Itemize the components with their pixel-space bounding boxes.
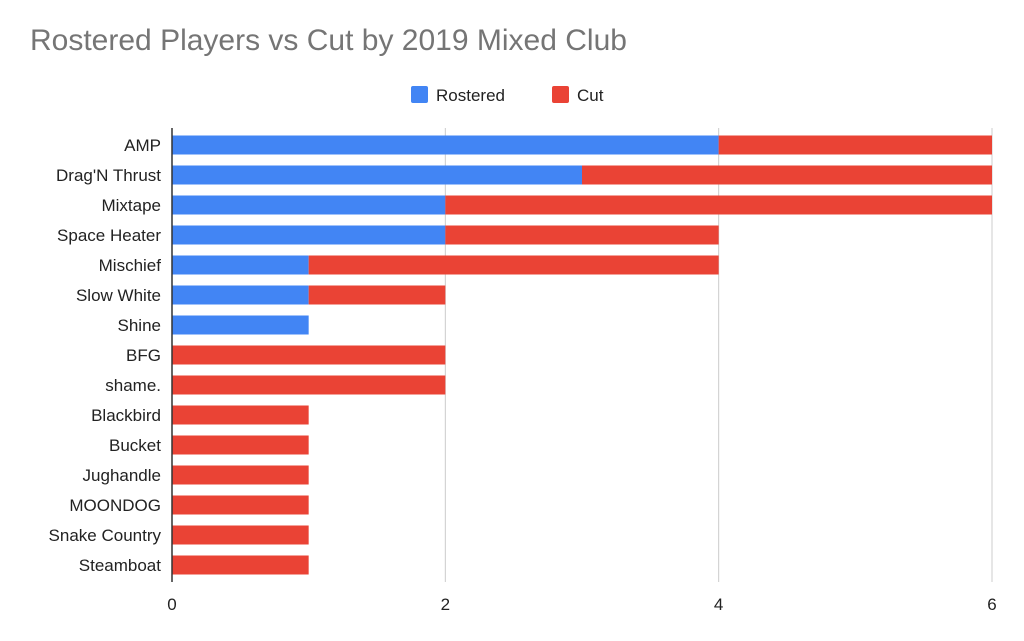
bar-rostered (172, 285, 309, 305)
bar-rostered (172, 135, 719, 155)
category-label: Steamboat (79, 556, 161, 575)
bars (172, 135, 992, 575)
bar-cut (308, 255, 719, 275)
category-label: shame. (105, 376, 161, 395)
legend-swatch-cut (552, 86, 569, 103)
legend-swatch-rostered (411, 86, 428, 103)
tick-labels: 0 2 4 6 (167, 595, 996, 614)
category-label: Slow White (76, 286, 161, 305)
legend: Rostered Cut (411, 86, 604, 105)
chart-title: Rostered Players vs Cut by 2019 Mixed Cl… (30, 24, 627, 57)
bar-rostered (172, 165, 582, 185)
category-label: Snake Country (49, 526, 162, 545)
bar-cut (172, 495, 309, 515)
bar-cut (172, 435, 309, 455)
x-tick-label: 2 (441, 595, 450, 614)
bar-cut (582, 165, 992, 185)
category-label: Jughandle (83, 466, 161, 485)
x-tick-label: 0 (167, 595, 176, 614)
category-label: Bucket (109, 436, 161, 455)
bar-cut (172, 405, 309, 425)
category-label: Mixtape (101, 196, 161, 215)
x-tick-label: 4 (714, 595, 723, 614)
bar-cut (172, 375, 446, 395)
category-label: Mischief (99, 256, 162, 275)
legend-label-cut: Cut (577, 86, 604, 105)
bar-cut (445, 225, 719, 245)
category-label: Shine (118, 316, 161, 335)
category-label: BFG (126, 346, 161, 365)
category-label: AMP (124, 136, 161, 155)
bar-cut (172, 555, 309, 575)
category-label: MOONDOG (69, 496, 161, 515)
bar-rostered (172, 225, 446, 245)
bar-cut (172, 345, 446, 365)
bar-rostered (172, 255, 309, 275)
bar-cut (172, 525, 309, 545)
category-label: Drag'N Thrust (56, 166, 161, 185)
x-tick-label: 6 (987, 595, 996, 614)
category-label: Space Heater (57, 226, 161, 245)
bar-cut (308, 285, 446, 305)
category-label: Blackbird (91, 406, 161, 425)
category-labels: AMP Drag'N Thrust Mixtape Space Heater Misch… (49, 136, 162, 575)
bar-cut (445, 195, 992, 215)
bar-cut (172, 465, 309, 485)
bar-rostered (172, 315, 309, 335)
bar-rostered (172, 195, 446, 215)
legend-label-rostered: Rostered (436, 86, 505, 105)
bar-cut (718, 135, 992, 155)
